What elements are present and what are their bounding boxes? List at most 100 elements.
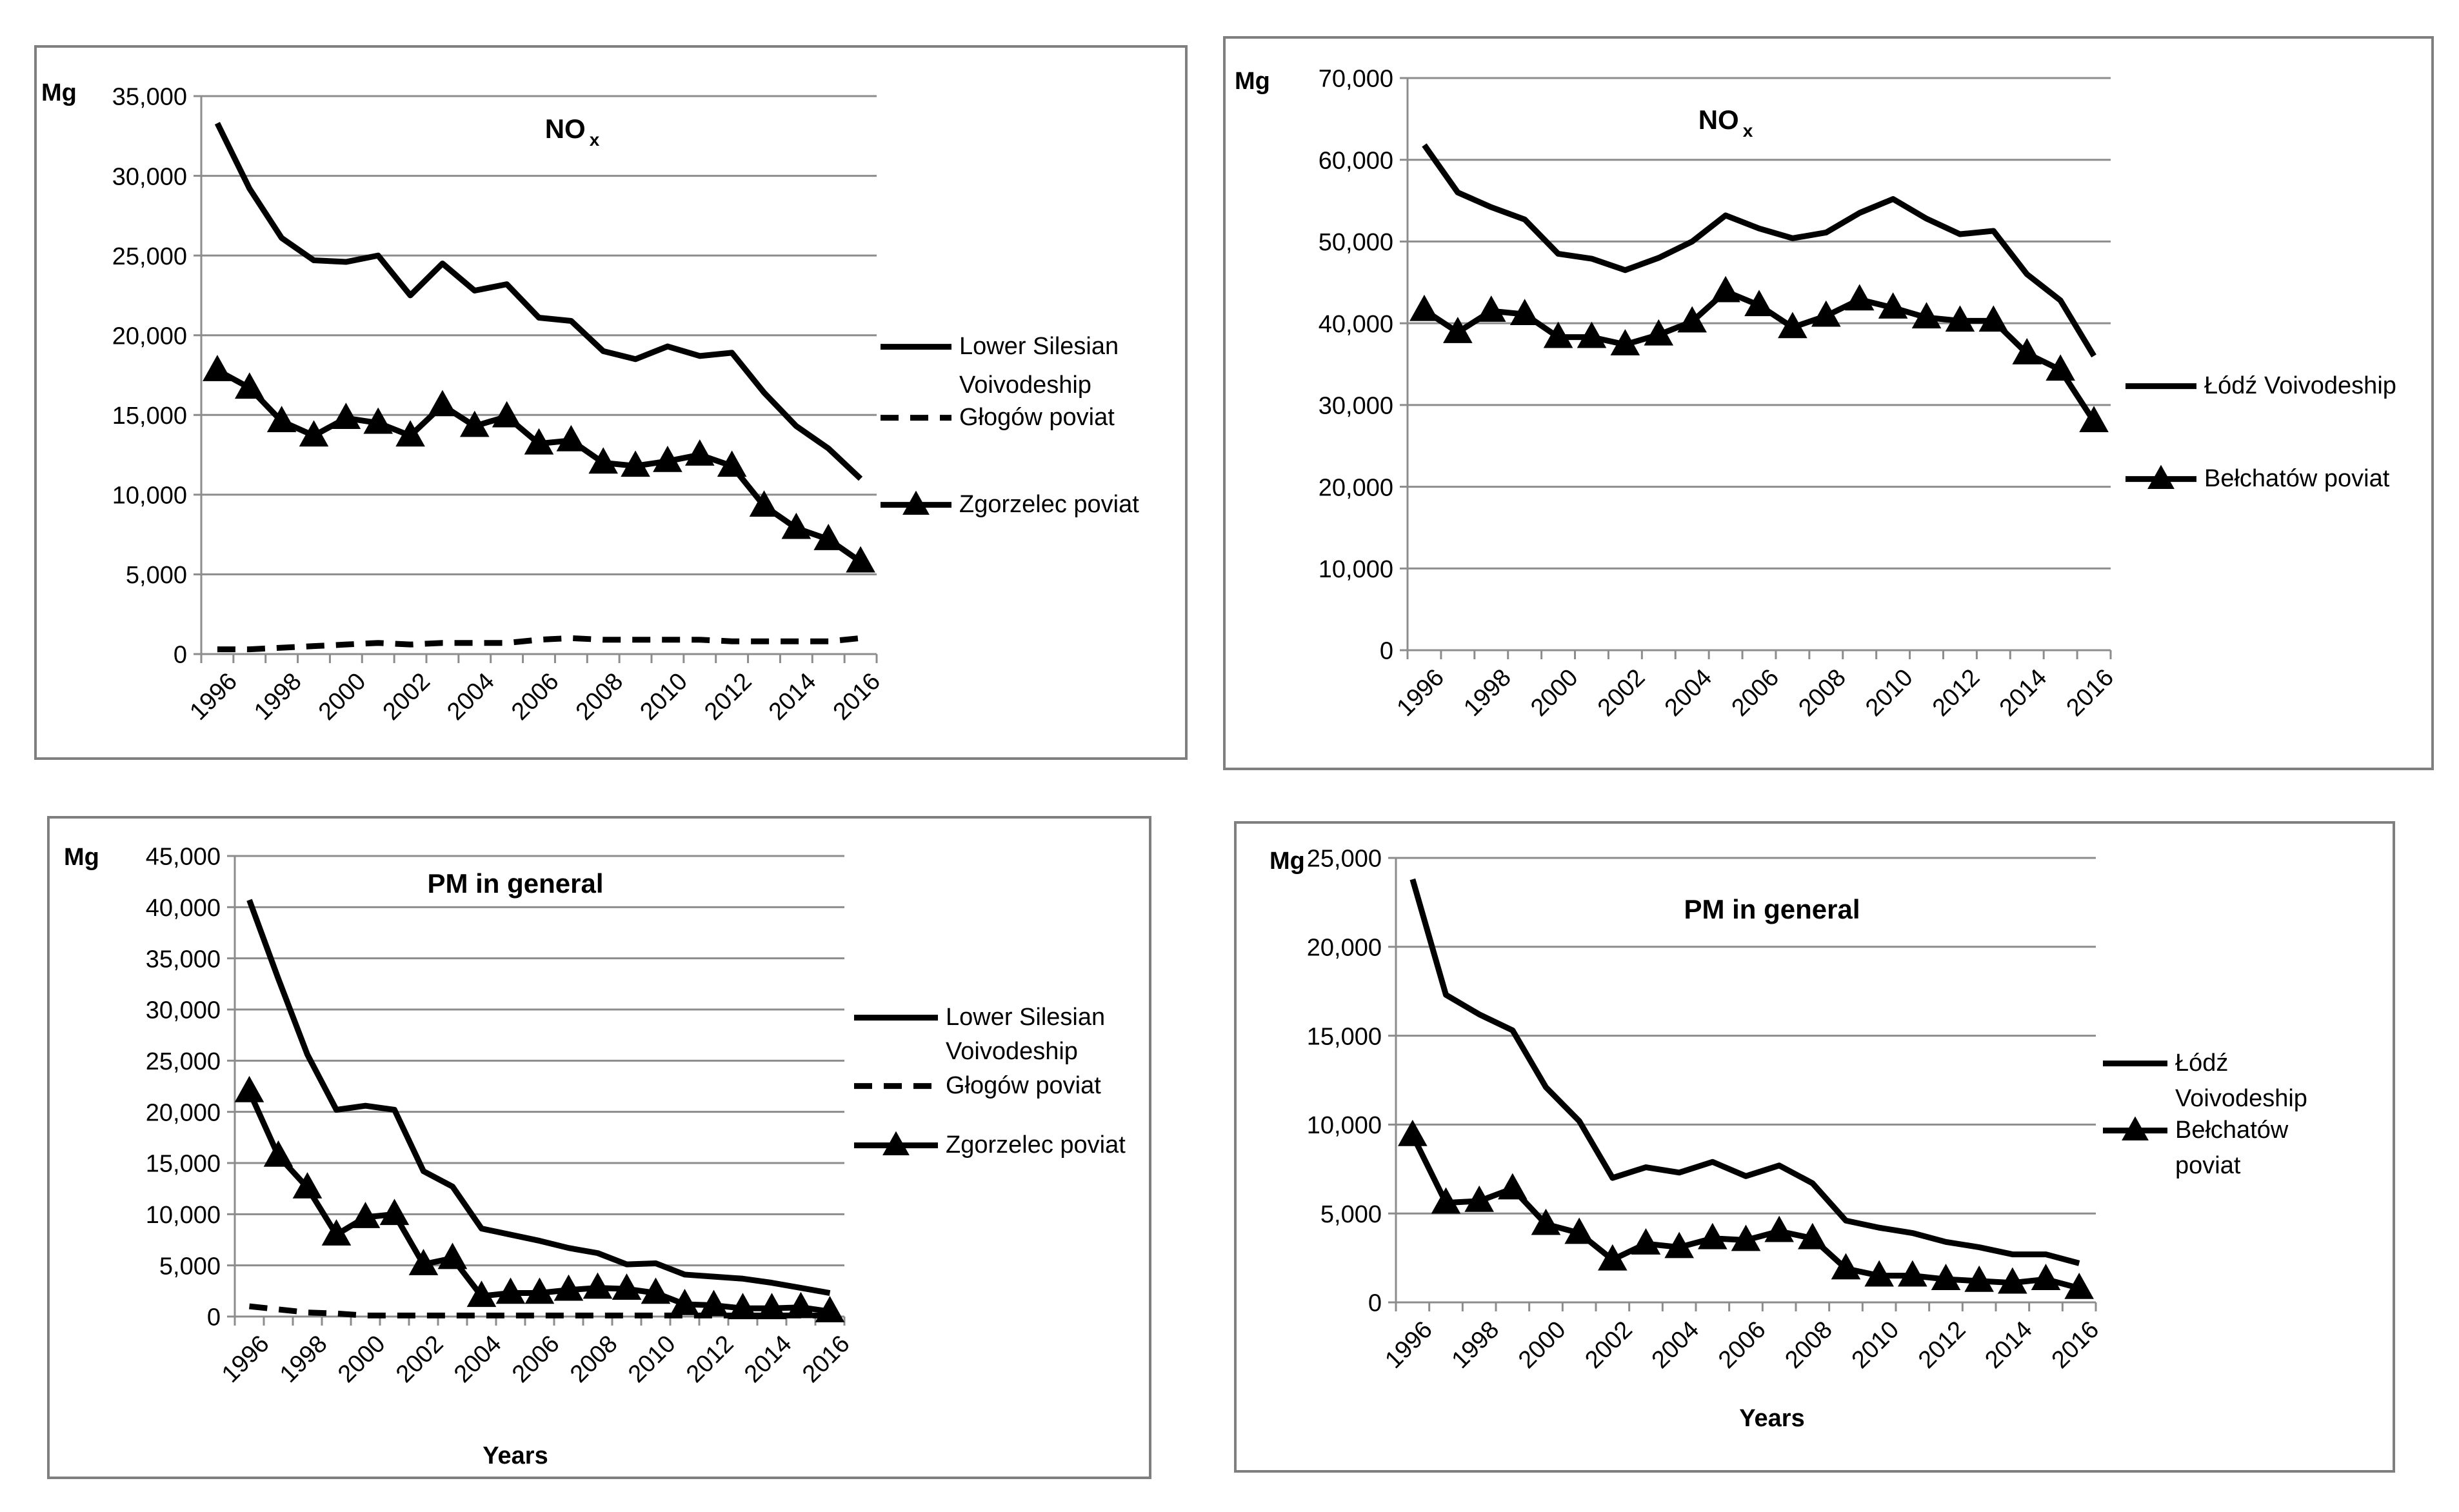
data-point-marker xyxy=(684,439,715,466)
data-point-marker xyxy=(1898,1260,1927,1287)
y-tick-label: 25,000 xyxy=(146,1048,221,1075)
chart-title: NO x xyxy=(545,114,600,150)
data-point-marker xyxy=(495,1277,526,1304)
y-tick-label: 5,000 xyxy=(159,1253,221,1280)
y-tick-label: 50,000 xyxy=(1319,229,1393,256)
data-point-marker xyxy=(1744,290,1774,317)
legend-label-0: Lower Silesian xyxy=(959,333,1119,360)
chart-title: PM in general xyxy=(1684,894,1860,924)
y-tick-label: 15,000 xyxy=(112,403,187,430)
x-tick-label: 1996 xyxy=(184,668,242,725)
data-point-marker xyxy=(1577,321,1607,348)
data-point-marker xyxy=(1964,1265,1994,1292)
y-tick-label: 0 xyxy=(1380,638,1393,665)
data-point-marker xyxy=(266,406,297,432)
data-point-marker xyxy=(1911,302,1942,329)
data-point-marker xyxy=(492,401,522,428)
data-point-marker xyxy=(1610,329,1640,355)
data-point-marker xyxy=(1798,1222,1827,1249)
data-point-marker xyxy=(612,1273,642,1300)
data-point-marker xyxy=(408,1249,439,1275)
x-tick-label: 2006 xyxy=(507,1330,564,1388)
x-tick-label: 2016 xyxy=(828,668,886,725)
series-line-1 xyxy=(1409,1133,2080,1291)
x-axis-title: Years xyxy=(483,1442,548,1469)
data-point-marker xyxy=(292,1172,323,1199)
x-tick-label: 2002 xyxy=(1580,1316,1637,1373)
data-point-marker xyxy=(781,512,811,539)
data-point-marker xyxy=(621,450,650,477)
data-point-marker xyxy=(1443,317,1473,343)
data-point-marker xyxy=(641,1277,671,1304)
x-tick-label: 2016 xyxy=(2062,664,2119,721)
unit-label: Mg xyxy=(1235,68,1270,95)
data-point-marker xyxy=(670,1288,700,1315)
data-point-marker xyxy=(2046,354,2075,381)
x-axis-title: Years xyxy=(1739,1405,1804,1432)
y-tick-label: 20,000 xyxy=(146,1099,221,1126)
unit-label: Mg xyxy=(41,79,77,106)
data-point-marker xyxy=(1998,1267,2027,1294)
data-point-marker xyxy=(1844,284,1875,311)
x-tick-label: 2004 xyxy=(442,668,499,725)
legend-label-0: Łódź xyxy=(2175,1049,2228,1077)
x-tick-label: 1998 xyxy=(1447,1316,1504,1373)
x-tick-label: 2002 xyxy=(378,668,435,725)
data-point-marker xyxy=(1878,292,1908,319)
data-point-marker xyxy=(1564,1217,1594,1244)
data-point-marker xyxy=(582,1272,613,1299)
chart-title-subscript: x xyxy=(590,130,600,150)
x-tick-label: 2016 xyxy=(2047,1316,2104,1373)
chart-title: PM in general xyxy=(427,868,603,899)
legend-label-1: Bełchatów poviat xyxy=(2204,465,2390,492)
data-point-marker xyxy=(1698,1222,1727,1249)
y-tick-label: 5,000 xyxy=(1320,1201,1382,1228)
data-point-marker xyxy=(1631,1228,1661,1255)
x-tick-label: 2012 xyxy=(1913,1316,1971,1373)
data-point-marker xyxy=(234,372,264,399)
x-tick-label: 2000 xyxy=(314,668,371,725)
x-tick-label: 1998 xyxy=(275,1330,332,1388)
data-point-marker xyxy=(428,390,457,417)
data-point-marker xyxy=(1978,305,2009,332)
data-point-marker xyxy=(699,1289,729,1317)
series-line-0 xyxy=(246,899,831,1296)
data-point-marker xyxy=(1764,1215,1794,1242)
y-tick-label: 0 xyxy=(207,1304,221,1331)
y-tick-label: 40,000 xyxy=(1319,311,1393,338)
y-tick-label: 15,000 xyxy=(1307,1023,1382,1050)
y-tick-label: 40,000 xyxy=(146,895,221,922)
x-tick-label: 2012 xyxy=(681,1330,739,1388)
chart-panel-pm-lower-silesia: 0 5,000 10,000 15,000 20,000 25,000 30,000 35,0… xyxy=(47,816,1151,1479)
legend-label-1: Głogów poviat xyxy=(946,1072,1101,1099)
data-point-marker xyxy=(331,403,361,430)
data-point-marker xyxy=(1644,319,1674,346)
y-tick-label: 35,000 xyxy=(146,946,221,973)
data-point-marker xyxy=(395,420,425,447)
data-point-marker xyxy=(553,1274,584,1301)
y-tick-label: 10,000 xyxy=(1319,556,1393,583)
legend-label-0: Voivodeship xyxy=(2175,1085,2307,1112)
data-point-marker xyxy=(1531,1208,1561,1235)
data-point-marker xyxy=(466,1280,497,1308)
legend-marker-2 xyxy=(882,1131,910,1155)
legend-label-0: Lower Silesian xyxy=(946,1004,1105,1031)
legend-label-1: poviat xyxy=(2175,1152,2241,1179)
data-point-marker xyxy=(1464,1185,1494,1212)
data-point-marker xyxy=(1598,1244,1628,1271)
data-point-marker xyxy=(1398,1119,1428,1146)
y-tick-label: 15,000 xyxy=(146,1151,221,1178)
data-point-marker xyxy=(524,1277,555,1304)
x-tick-label: 2010 xyxy=(1860,664,1918,721)
data-point-marker xyxy=(234,1075,264,1102)
x-tick-label: 2006 xyxy=(1727,664,1784,721)
x-tick-label: 2002 xyxy=(1593,664,1650,721)
data-point-marker xyxy=(2079,406,2109,432)
series-line-0 xyxy=(1409,878,2080,1266)
series-line-2 xyxy=(215,368,862,564)
data-point-marker xyxy=(653,445,682,472)
data-point-marker xyxy=(1778,312,1807,339)
y-tick-label: 20,000 xyxy=(1307,934,1382,961)
legend-label-1: Głogów poviat xyxy=(959,404,1115,431)
